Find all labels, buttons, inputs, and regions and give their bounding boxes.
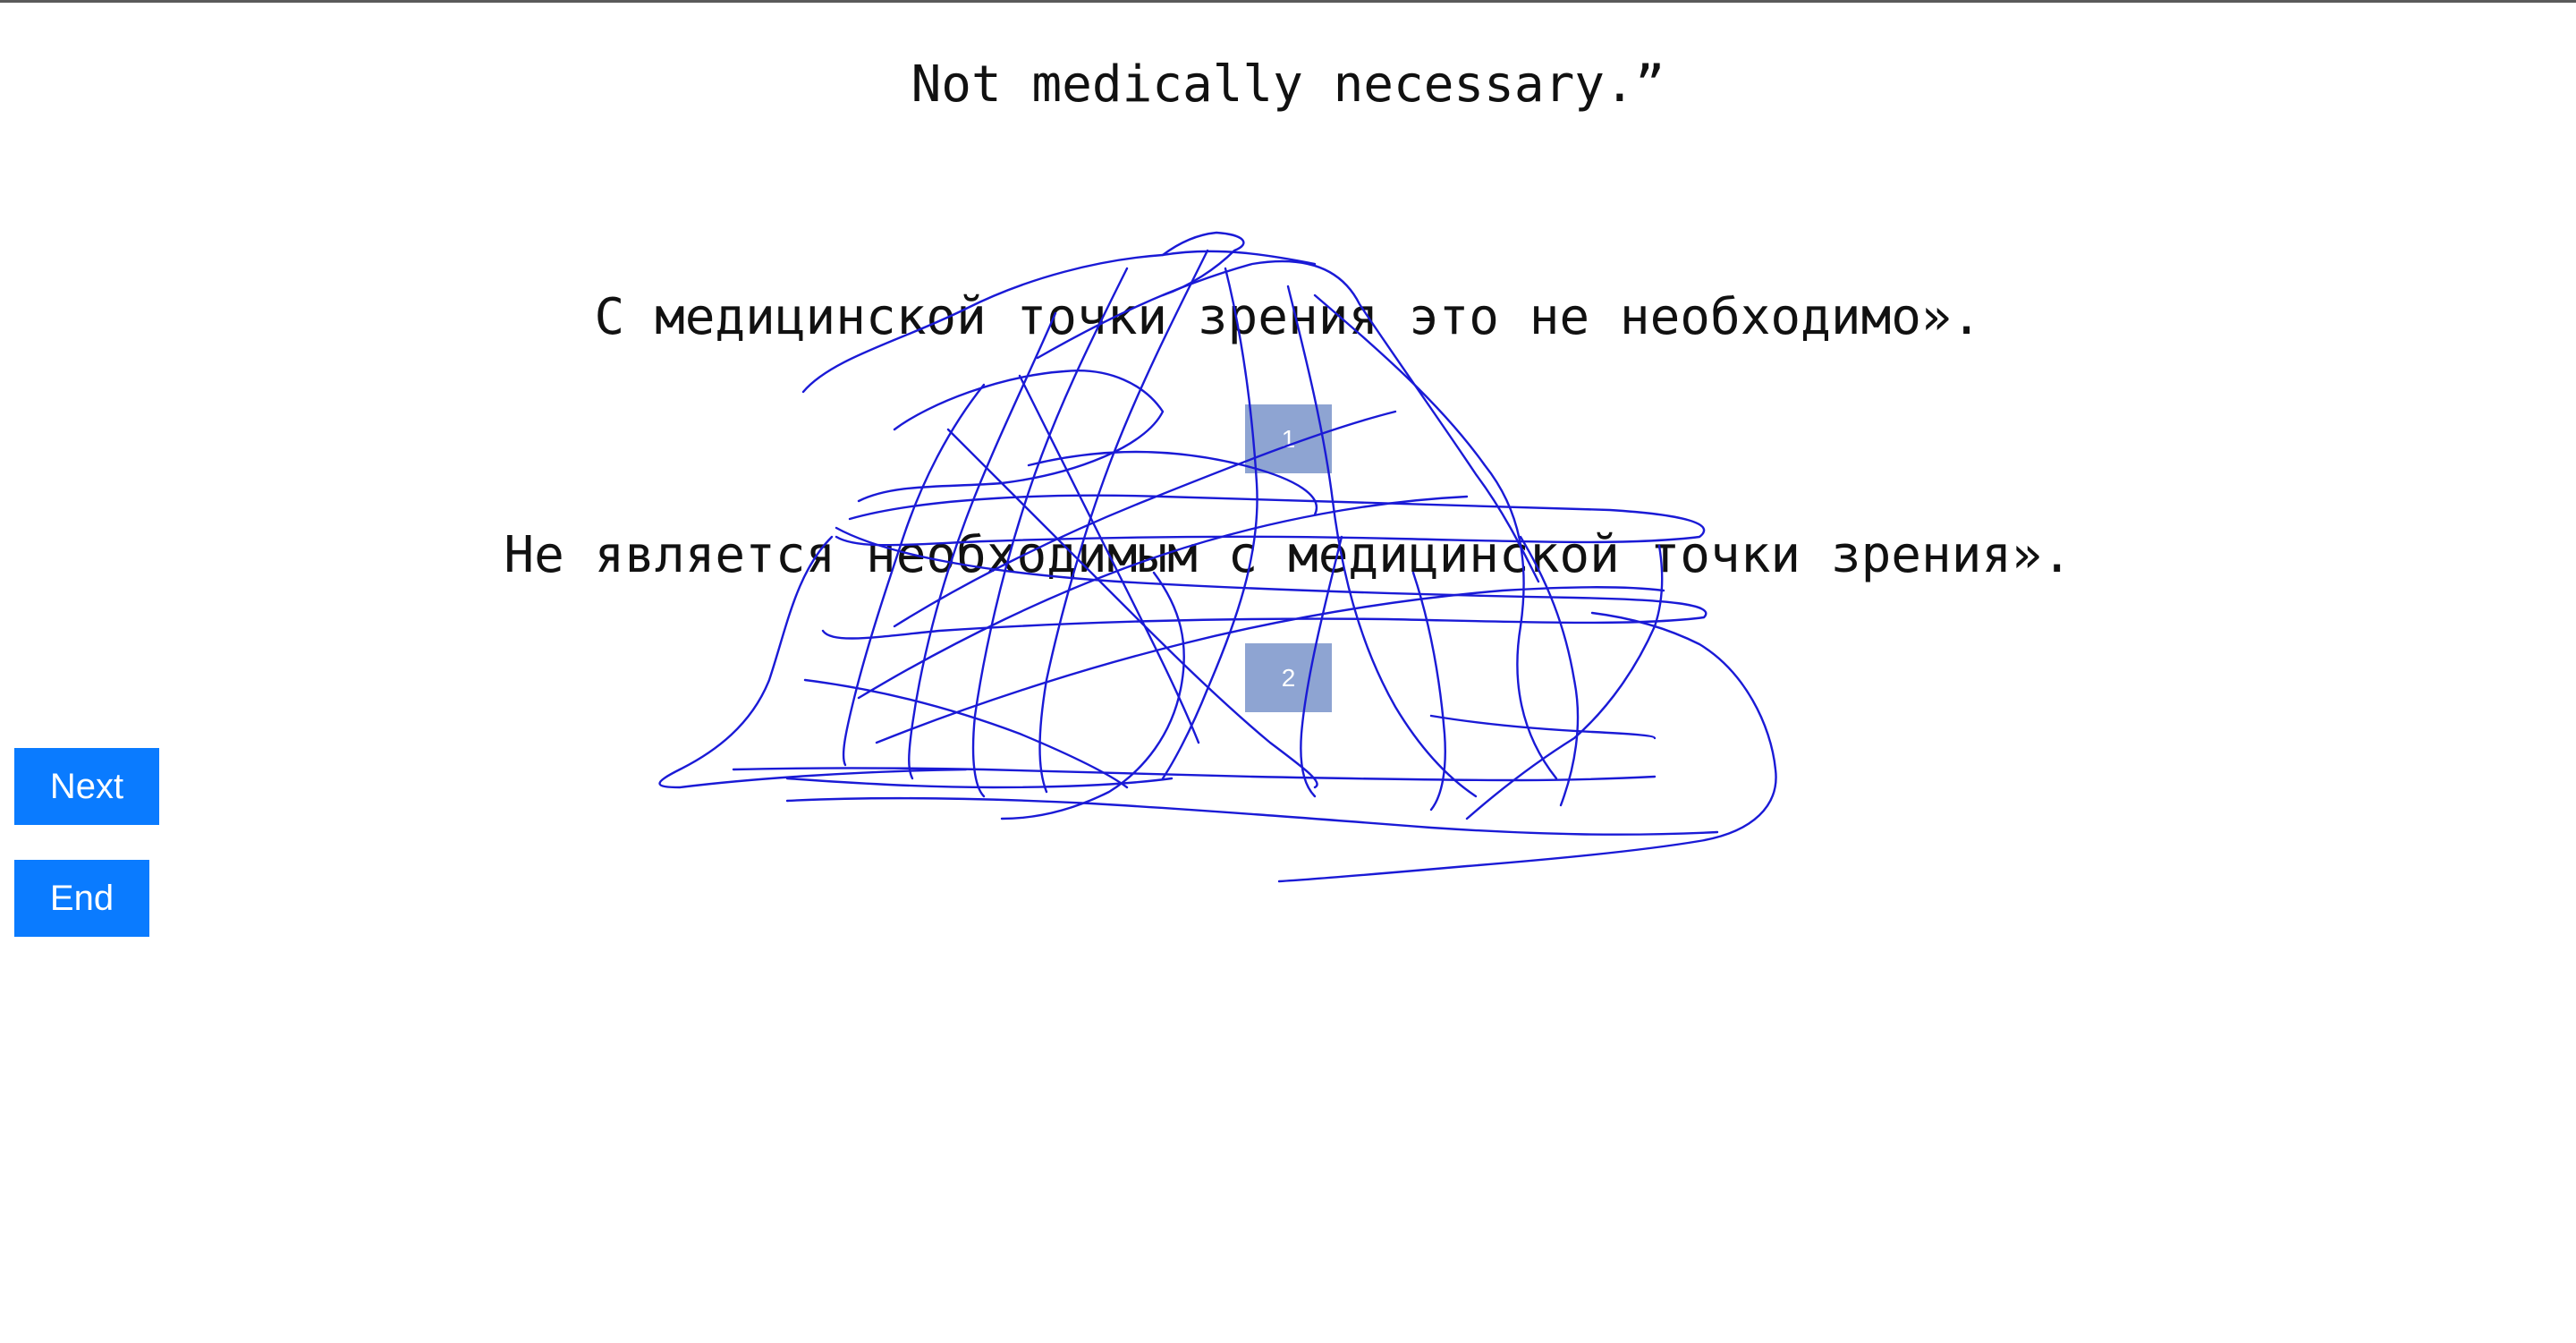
candidate-2-text: Не является необходимым с медицинской то… [504,526,2072,584]
scribble-stroke [785,796,1719,836]
scribble-stroke [732,767,1657,782]
scribble-stroke [1277,611,1777,883]
scribble-stroke [946,428,1318,789]
scribble-stroke [857,370,1165,503]
next-button[interactable]: Next [14,748,159,825]
candidate-1-badge[interactable]: 1 [1245,404,1332,473]
scribble-stroke [1411,571,1446,812]
candidate-1-text: С медицинской точки зрения это не необхо… [594,288,1982,346]
scribble-stroke [803,678,1129,789]
scribble-stroke [785,777,1174,789]
scribble-stroke [1161,231,1245,297]
top-border [0,0,2576,3]
scribble-stroke [1429,714,1657,740]
scribble-stroke [1000,571,1185,820]
candidate-2-badge[interactable]: 2 [1245,643,1332,712]
scribble-stroke [1465,544,1664,820]
source-sentence: Not medically necessary.” [911,55,1665,114]
end-button[interactable]: End [14,860,149,937]
